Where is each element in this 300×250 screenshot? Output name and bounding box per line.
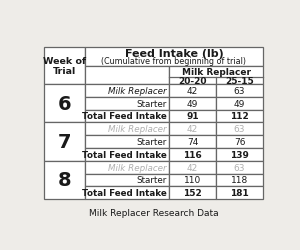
- Text: Milk Replacer Research Data: Milk Replacer Research Data: [89, 208, 219, 217]
- Text: 63: 63: [234, 86, 245, 96]
- Bar: [44, 84, 85, 123]
- Text: 63: 63: [234, 125, 245, 134]
- Text: 49: 49: [234, 99, 245, 108]
- Text: Milk Replacer: Milk Replacer: [108, 125, 167, 134]
- Bar: [85, 174, 169, 187]
- Bar: [169, 110, 216, 123]
- Bar: [216, 187, 263, 200]
- Text: Total Feed Intake: Total Feed Intake: [82, 112, 166, 121]
- Text: 91: 91: [186, 112, 199, 121]
- Text: 42: 42: [187, 86, 198, 96]
- Bar: [44, 161, 85, 200]
- Text: 110: 110: [184, 176, 201, 185]
- Text: Starter: Starter: [136, 176, 167, 185]
- Bar: [169, 187, 216, 200]
- Bar: [169, 174, 216, 187]
- Bar: [169, 136, 216, 148]
- Text: 6: 6: [58, 94, 71, 113]
- Bar: [85, 123, 169, 136]
- Bar: [216, 148, 263, 161]
- Text: 20-20: 20-20: [178, 76, 207, 86]
- Text: 112: 112: [230, 112, 249, 121]
- Bar: [216, 123, 263, 136]
- Bar: [216, 84, 263, 97]
- Bar: [85, 97, 169, 110]
- Bar: [216, 161, 263, 174]
- Text: 25-15: 25-15: [225, 76, 254, 86]
- Text: 139: 139: [230, 150, 249, 159]
- Bar: [85, 161, 169, 174]
- Bar: [85, 136, 169, 148]
- Bar: [169, 67, 263, 84]
- Text: Milk Replacer: Milk Replacer: [108, 163, 167, 172]
- Bar: [85, 187, 169, 200]
- Text: 8: 8: [58, 171, 71, 190]
- Text: Week of
Trial: Week of Trial: [43, 56, 86, 76]
- Bar: [169, 123, 216, 136]
- Bar: [169, 148, 216, 161]
- Text: 49: 49: [187, 99, 198, 108]
- Text: 74: 74: [187, 138, 198, 146]
- Bar: [216, 110, 263, 123]
- Text: Total Feed Intake: Total Feed Intake: [82, 188, 166, 198]
- Text: Starter: Starter: [136, 99, 167, 108]
- Text: 152: 152: [183, 188, 202, 198]
- Bar: [169, 84, 216, 97]
- Bar: [85, 84, 169, 97]
- Bar: [216, 136, 263, 148]
- Text: 42: 42: [187, 125, 198, 134]
- Bar: [44, 123, 85, 161]
- Text: 63: 63: [234, 163, 245, 172]
- Bar: [85, 47, 263, 67]
- Bar: [169, 97, 216, 110]
- Text: 181: 181: [230, 188, 249, 198]
- Bar: [169, 161, 216, 174]
- Text: 42: 42: [187, 163, 198, 172]
- Text: Feed Intake (lb): Feed Intake (lb): [124, 49, 223, 59]
- Text: 7: 7: [58, 132, 71, 152]
- Text: Milk Replacer: Milk Replacer: [182, 68, 250, 77]
- Text: Milk Replacer: Milk Replacer: [108, 86, 167, 96]
- Bar: [85, 148, 169, 161]
- Text: 118: 118: [231, 176, 248, 185]
- Bar: [44, 47, 85, 84]
- Bar: [216, 174, 263, 187]
- Bar: [85, 110, 169, 123]
- Text: 116: 116: [183, 150, 202, 159]
- Bar: [85, 67, 169, 84]
- Text: Starter: Starter: [136, 138, 167, 146]
- Bar: [216, 97, 263, 110]
- Text: (Cumulative from beginning of trial): (Cumulative from beginning of trial): [101, 57, 247, 66]
- Text: Total Feed Intake: Total Feed Intake: [82, 150, 166, 159]
- Text: 76: 76: [234, 138, 245, 146]
